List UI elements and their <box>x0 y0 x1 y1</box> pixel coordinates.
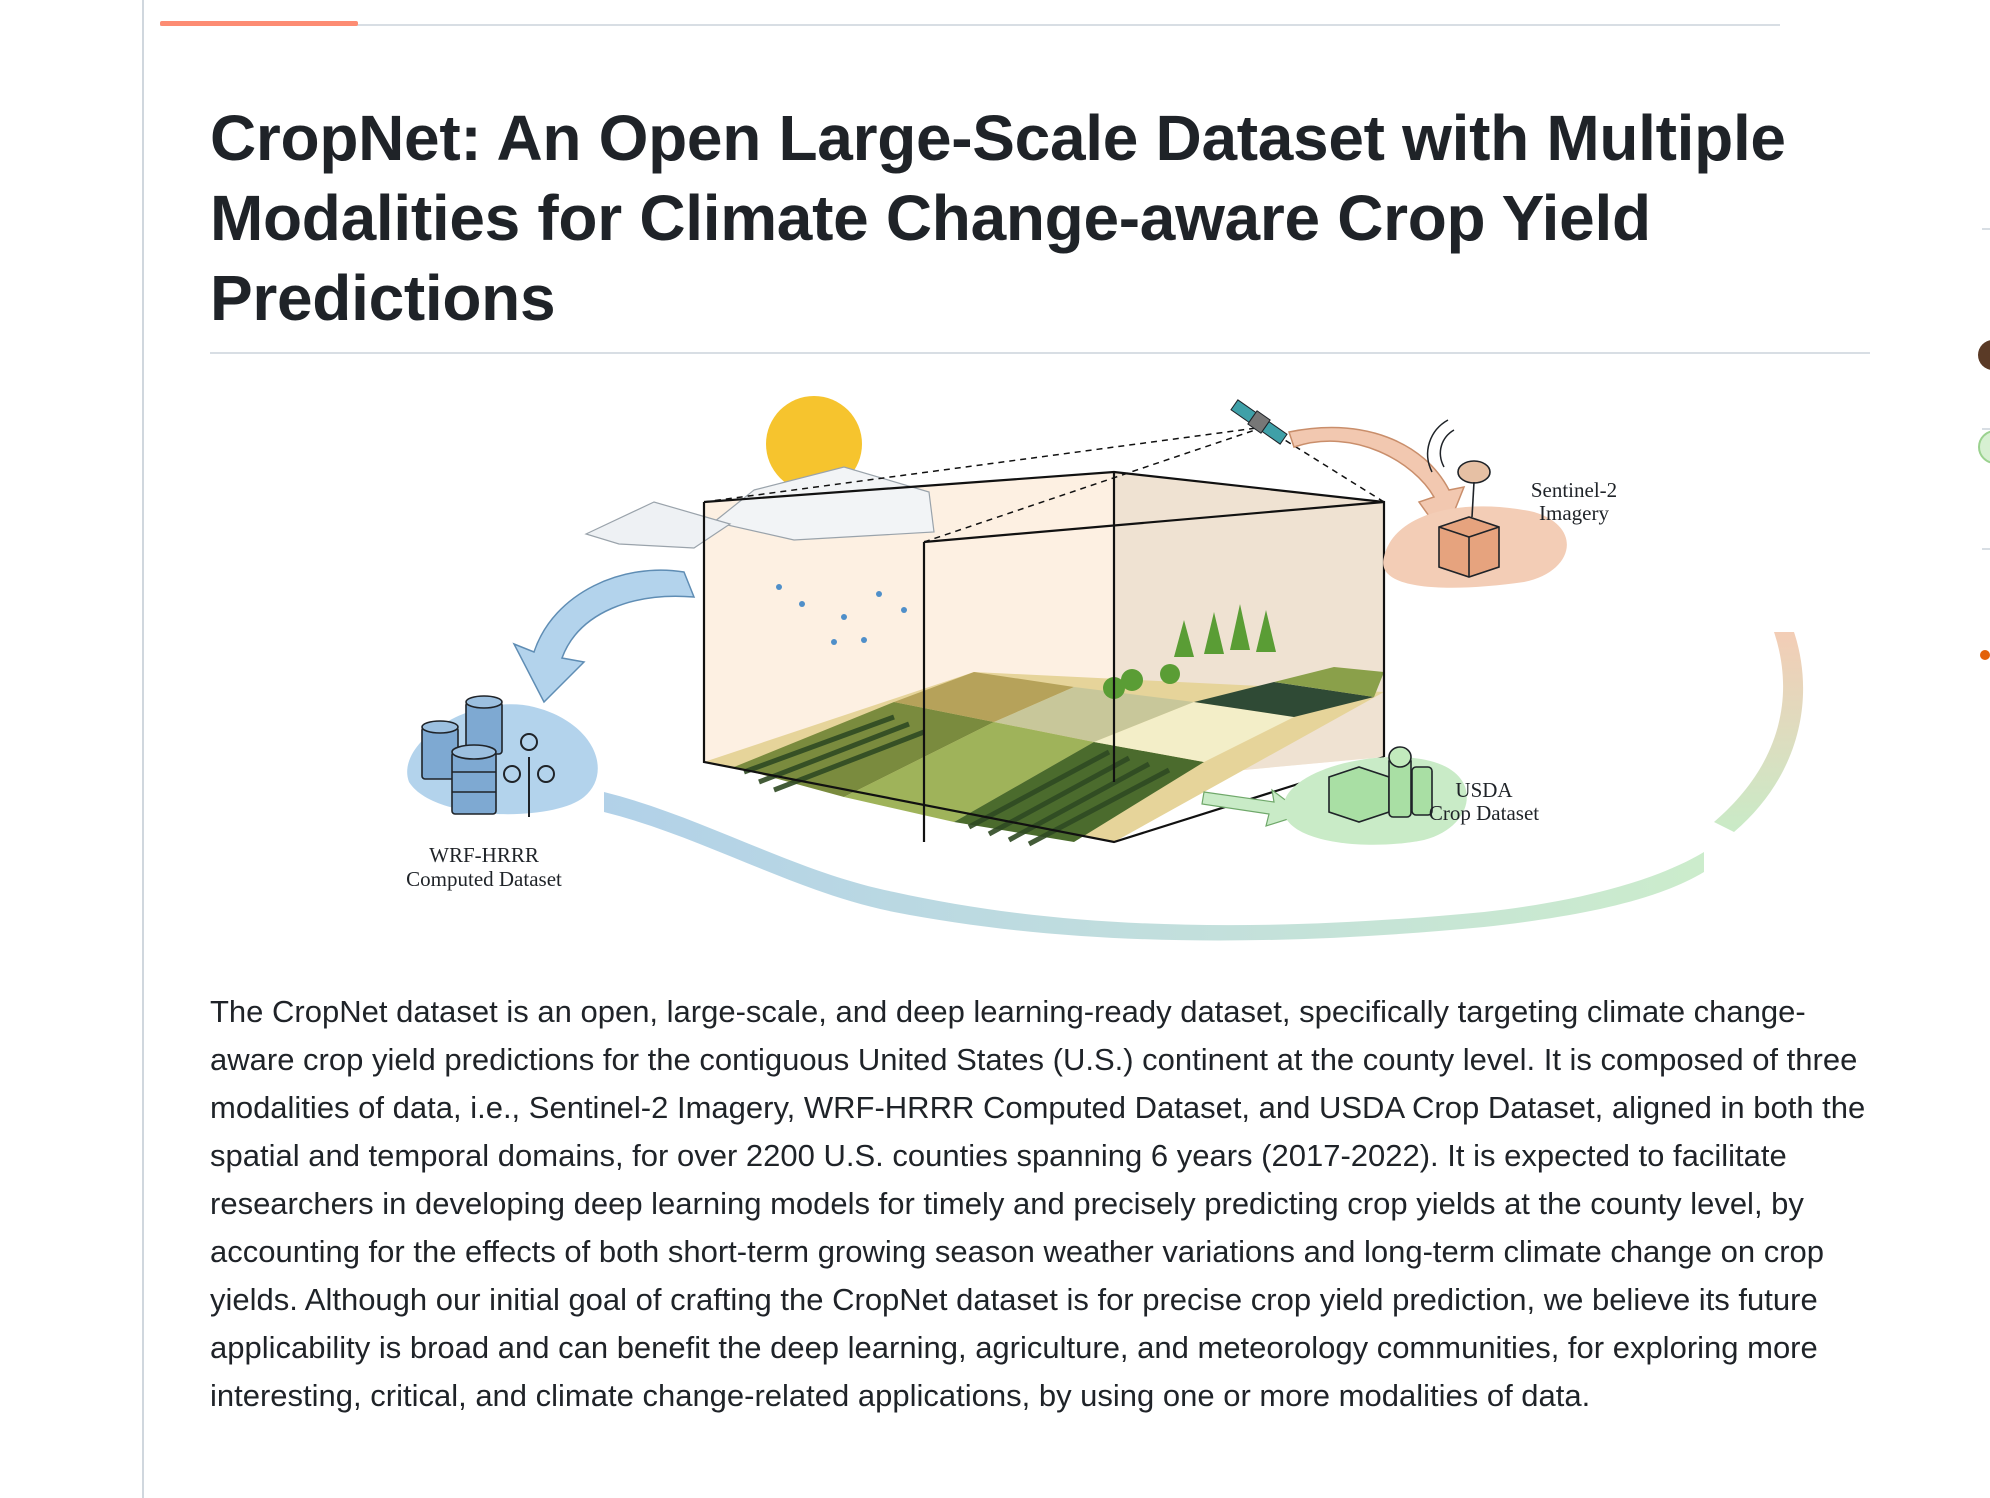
readme-container: CropNet: An Open Large-Scale Dataset wit… <box>142 0 1938 1498</box>
wrf-hrrr-node: WRF-HRRR Computed Dataset <box>406 695 598 891</box>
right-sidebar <box>1936 0 1990 1498</box>
title-divider <box>210 352 1870 354</box>
sentinel-label-line2: Imagery <box>1539 501 1609 525</box>
language-color-dot <box>1980 650 1990 660</box>
field-to-usda-arrow <box>1201 788 1306 827</box>
left-gutter <box>0 0 142 1498</box>
cropnet-overview-figure: WRF-HRRR Computed Dataset <box>406 396 1804 941</box>
sentinel-2-node: Sentinel-2 Imagery <box>1383 419 1617 588</box>
satellite-icon <box>1230 399 1288 445</box>
tab-underline-track <box>160 24 1780 26</box>
usda-label-line2: Crop Dataset <box>1429 801 1539 825</box>
wrf-label-line1: WRF-HRRR <box>429 843 539 867</box>
usda-node: USDA Crop Dataset <box>1283 746 1539 845</box>
cloud-to-wrf-arrow <box>512 569 696 704</box>
sidebar-divider <box>1982 428 1990 430</box>
active-tab-indicator[interactable] <box>160 21 358 26</box>
wrf-label-line2: Computed Dataset <box>406 867 562 891</box>
database-icon <box>421 695 503 815</box>
usda-label-line1: USDA <box>1455 778 1513 802</box>
sidebar-divider <box>1982 228 1990 230</box>
readme-description: The CropNet dataset is an open, large-sc… <box>210 994 1866 1413</box>
receiver-box-icon <box>1438 460 1500 578</box>
silo-barn-icon <box>1328 746 1433 823</box>
sidebar-divider <box>1982 548 1990 550</box>
sentinel-label-line1: Sentinel-2 <box>1531 478 1617 502</box>
wind-turbine-icon <box>503 733 555 817</box>
field-scene <box>584 426 1386 847</box>
avatar[interactable] <box>1978 340 1990 370</box>
avatar[interactable] <box>1978 430 1990 464</box>
signal-waves-icon <box>1426 419 1455 473</box>
readme-title: CropNet: An Open Large-Scale Dataset wit… <box>210 102 1786 334</box>
data-flow-bands <box>604 632 1804 941</box>
